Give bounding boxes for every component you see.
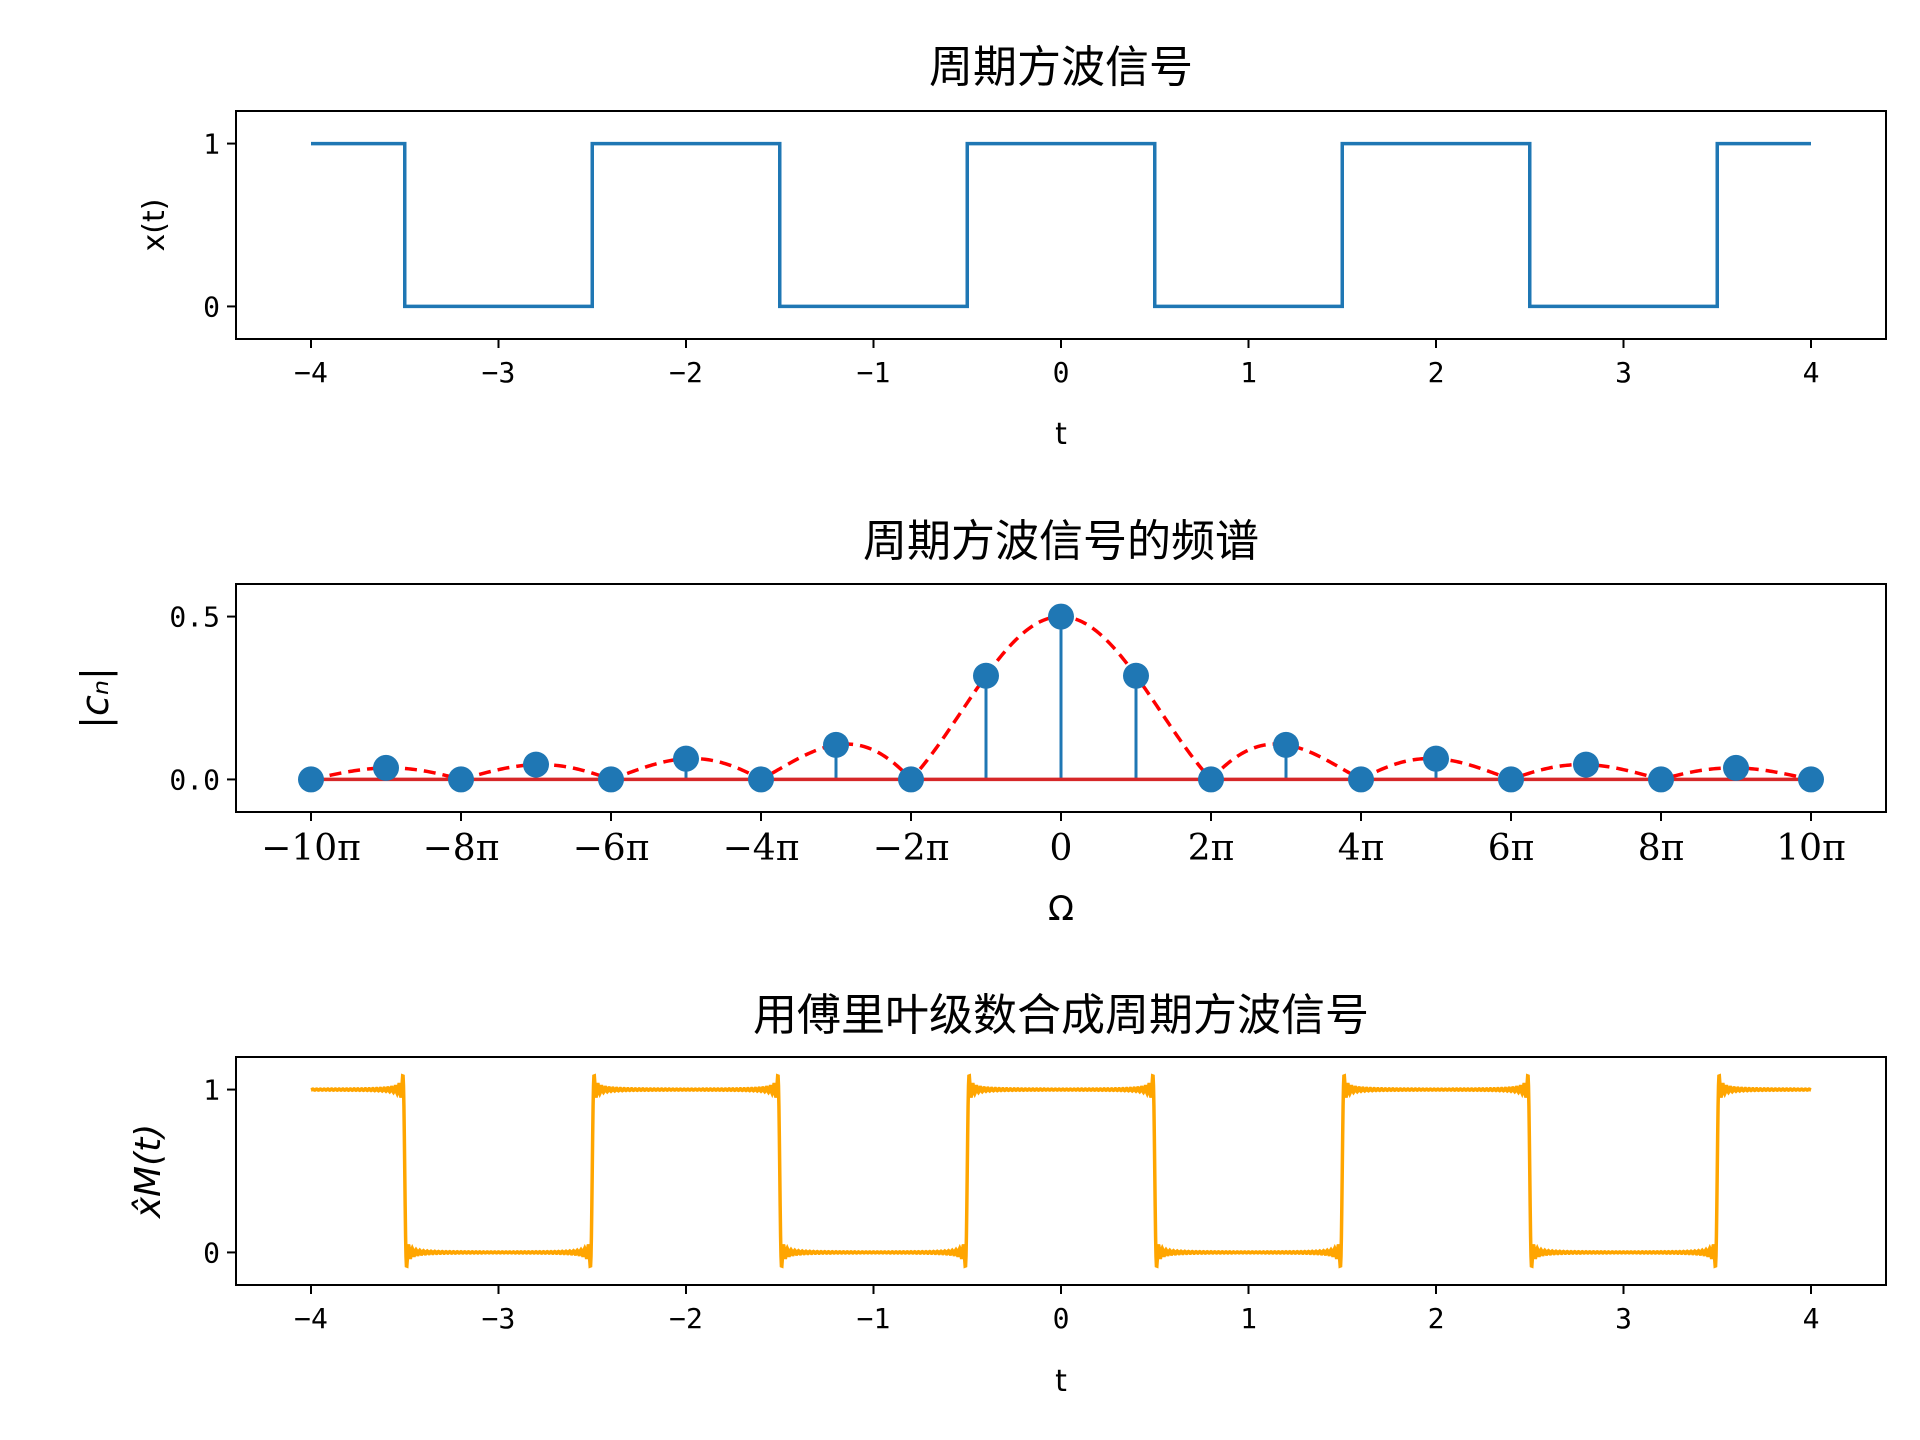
stem-marker	[1048, 603, 1074, 630]
square-wave-line	[311, 141, 1811, 309]
x-tick-label: 1	[1240, 1302, 1257, 1335]
stem-marker	[1198, 766, 1224, 793]
panel2-ticks: −10π −8π −6π −4π −2π 0 2π 4π 6π 8π 10π 0.0 0.5	[169, 601, 1845, 869]
x-tick-label: −2π	[873, 828, 950, 869]
stem-marker	[448, 766, 474, 793]
stem-marker	[298, 766, 324, 793]
stem-marker	[898, 766, 924, 793]
x-tick-label: 2π	[1188, 828, 1235, 869]
x-tick-label: 6π	[1488, 828, 1535, 869]
x-tick-label: −4	[294, 356, 328, 389]
panel1-plot	[311, 141, 1811, 309]
stem-marker	[523, 751, 549, 778]
x-tick-label: 3	[1615, 356, 1632, 389]
panel-square-wave: 周期方波信号 −4 −3 −2 −1 0 1 2 3 4 0 1 t x(t)	[137, 42, 1887, 452]
x-tick-label: −3	[482, 356, 516, 389]
x-tick-label: 0	[1053, 356, 1070, 389]
stem-marker	[1423, 745, 1449, 772]
panel1-ylabel: x(t)	[137, 199, 172, 252]
panel1-title: 周期方波信号	[929, 42, 1193, 93]
panel3-frame	[235, 1056, 1887, 1286]
panel1-ticks: −4 −3 −2 −1 0 1 2 3 4 0 1	[203, 128, 1819, 389]
x-tick-label: −8π	[423, 828, 500, 869]
panel2-plot	[298, 603, 1824, 793]
x-tick-label: −1	[857, 356, 891, 389]
y-tick-label: 0.0	[169, 763, 220, 796]
stem-marker	[598, 766, 624, 793]
x-tick-label: 0	[1053, 1302, 1070, 1335]
x-tick-label: 3	[1615, 1302, 1632, 1335]
x-tick-label: 4	[1803, 356, 1820, 389]
x-tick-label: −3	[482, 1302, 516, 1335]
stem-marker	[673, 745, 699, 772]
stem-marker	[748, 766, 774, 793]
stem-marker	[1498, 766, 1524, 793]
panel3-plot	[310, 1073, 1812, 1269]
x-tick-label: −6π	[573, 828, 650, 869]
x-tick-label: −4	[294, 1302, 328, 1335]
panel2-ylabel: |cₙ|	[73, 667, 118, 729]
x-tick-label: −10π	[261, 828, 361, 869]
panel-spectrum: 周期方波信号的频谱 −10π −8π −6π −4π −2π 0 2π 4π 6π 8π 10π 0.…	[73, 516, 1887, 929]
panel-fourier-synthesis: 用傅里叶级数合成周期方波信号 −4 −3 −2 −1 0 1 2 3 4 0 1 t x̂M(t)	[128, 990, 1887, 1399]
x-tick-label: −2	[669, 356, 703, 389]
x-tick-label: 4π	[1338, 828, 1385, 869]
stem-marker	[973, 662, 999, 689]
synthesized-wave-line	[310, 1073, 1812, 1269]
panel3-title: 用傅里叶级数合成周期方波信号	[753, 990, 1369, 1041]
x-tick-label: 1	[1240, 356, 1257, 389]
x-tick-label: −1	[857, 1302, 891, 1335]
panel3-ticks: −4 −3 −2 −1 0 1 2 3 4 0 1	[203, 1074, 1819, 1335]
panel1-frame	[235, 110, 1887, 340]
stem-marker	[373, 754, 399, 781]
panel1-xlabel: t	[1055, 417, 1067, 452]
stem-marker	[1123, 662, 1149, 689]
x-tick-label: −2	[669, 1302, 703, 1335]
stem-marker	[1348, 766, 1374, 793]
y-tick-label: 0.5	[169, 601, 220, 634]
y-tick-label: 1	[203, 1074, 220, 1107]
x-tick-label: 8π	[1638, 828, 1685, 869]
stem-marker	[1723, 754, 1749, 781]
stem-marker	[1798, 766, 1824, 793]
y-tick-label: 0	[203, 290, 220, 323]
x-tick-label: −4π	[723, 828, 800, 869]
x-tick-label: 2	[1428, 1302, 1445, 1335]
stem-marker	[823, 731, 849, 758]
x-tick-label: 2	[1428, 356, 1445, 389]
panel2-xlabel: Ω	[1048, 889, 1074, 929]
x-tick-label: 10π	[1776, 828, 1845, 869]
panel3-xlabel: t	[1055, 1364, 1067, 1399]
stem-marker	[1273, 731, 1299, 758]
y-tick-label: 0	[203, 1236, 220, 1269]
x-tick-label: 4	[1803, 1302, 1820, 1335]
panel3-ylabel: x̂M(t)	[128, 1124, 169, 1220]
panel2-frame	[235, 583, 1887, 813]
panel2-title: 周期方波信号的频谱	[863, 516, 1259, 567]
stem-marker	[1573, 751, 1599, 778]
stem-marker	[1648, 766, 1674, 793]
y-tick-label: 1	[203, 128, 220, 161]
x-tick-label: 0	[1050, 828, 1073, 869]
